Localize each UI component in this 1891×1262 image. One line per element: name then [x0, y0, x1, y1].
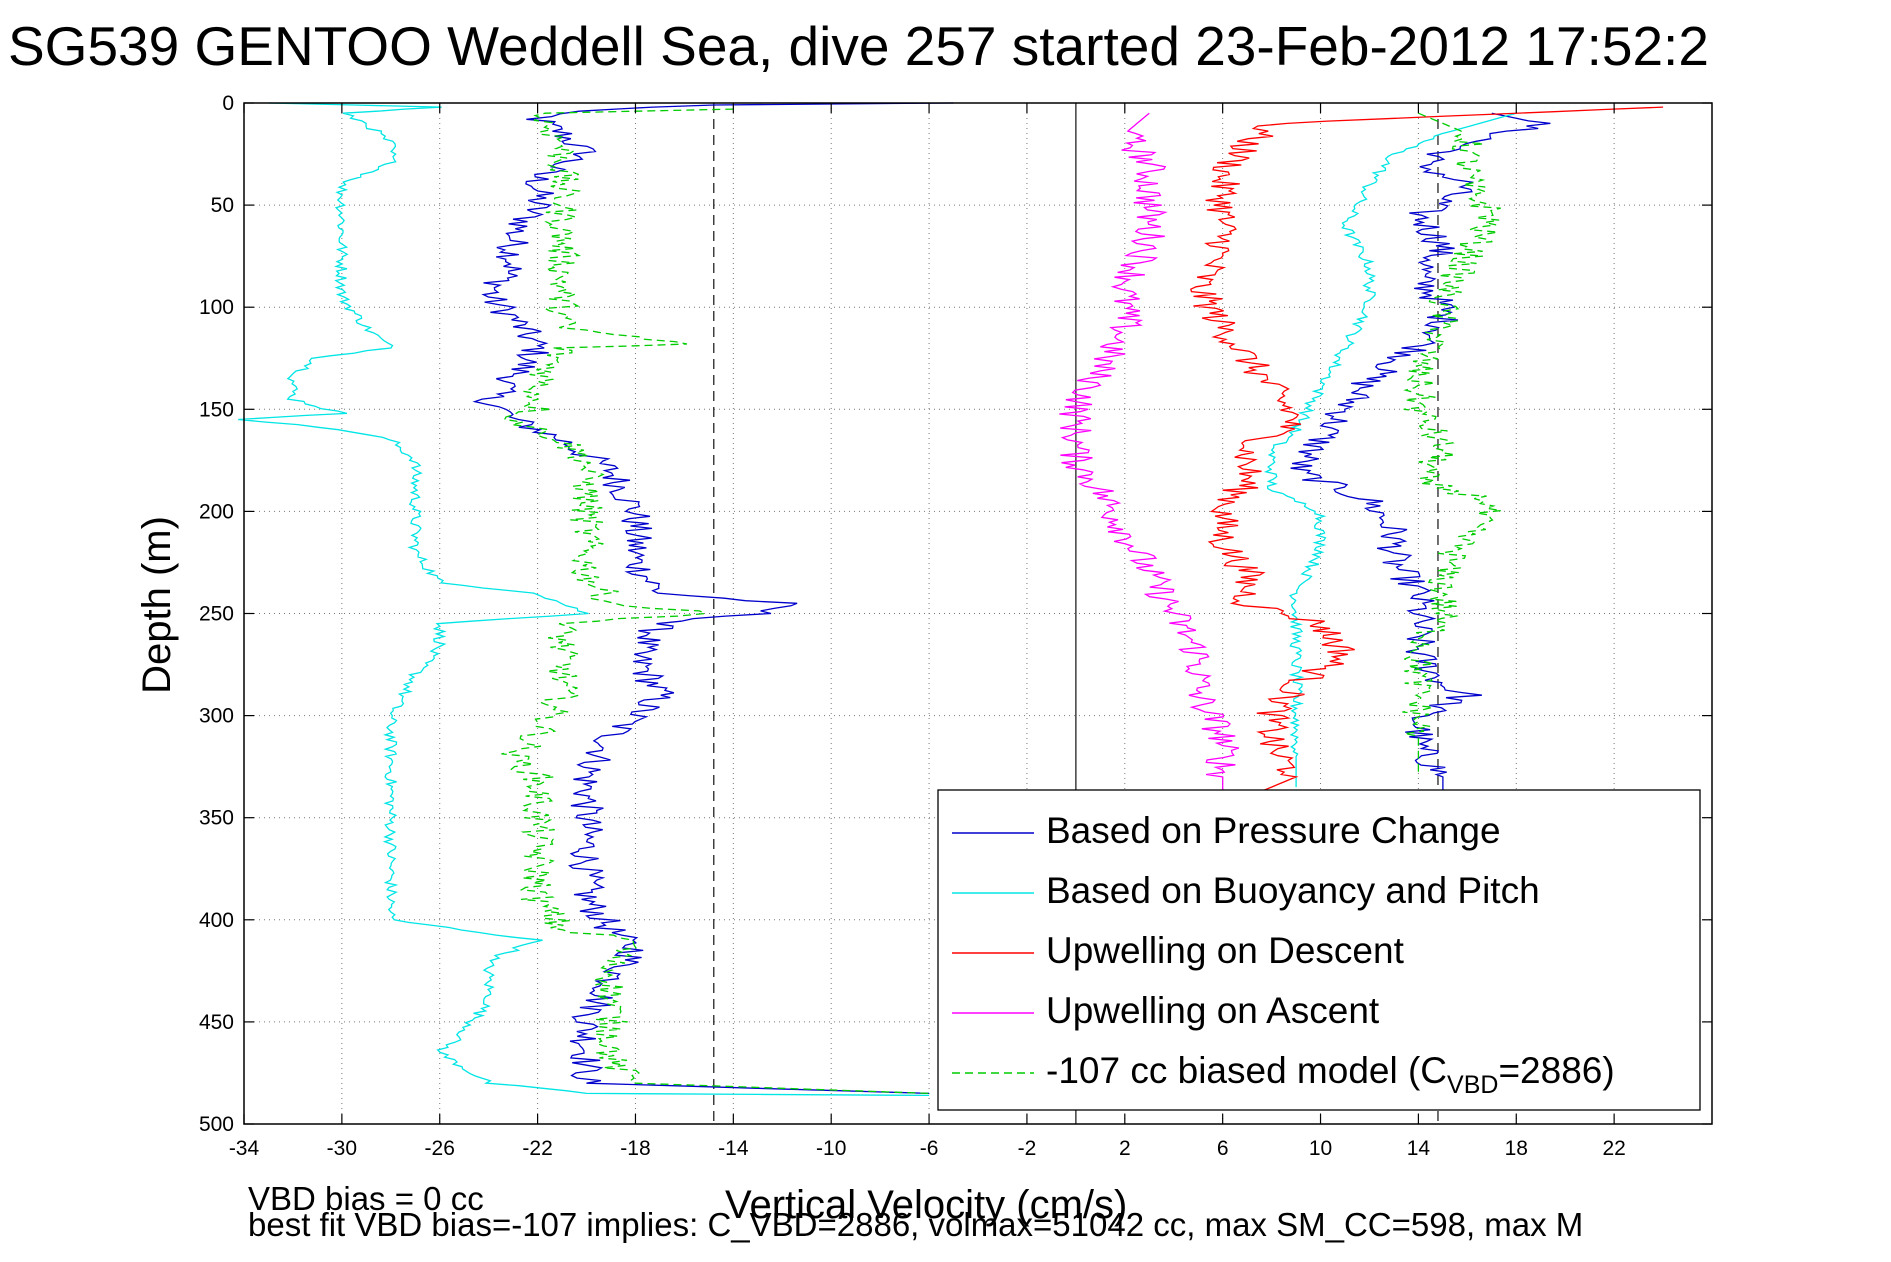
series-line	[238, 102, 930, 1097]
series-line	[1402, 112, 1502, 777]
series-line	[501, 108, 930, 1095]
y-tick-label: 150	[199, 398, 234, 421]
x-tick-label: 10	[1309, 1137, 1332, 1160]
x-tick-label: 6	[1217, 1137, 1229, 1160]
footer-vbd-bias: VBD bias = 0 cc	[248, 1180, 484, 1217]
x-tick-label: -30	[327, 1137, 357, 1160]
legend-label: Upwelling on Ascent	[1046, 990, 1380, 1031]
y-tick-label: 350	[199, 807, 234, 830]
x-tick-label: -26	[425, 1137, 455, 1160]
y-axis-ticks: 0 50 100 150 200 250 300 350 400 450 500	[199, 92, 1712, 1136]
x-tick-label: -6	[920, 1137, 939, 1160]
legend-label: -107 cc biased model (CVBD=2886)	[1046, 1050, 1615, 1099]
y-tick-label: 500	[199, 1113, 234, 1136]
y-tick-label: 400	[199, 909, 234, 932]
legend-label: Based on Pressure Change	[1046, 810, 1501, 851]
legend: Based on Pressure Change Based on Buoyanc…	[937, 789, 1701, 1111]
y-tick-label: 300	[199, 705, 234, 728]
x-tick-label: -10	[816, 1137, 846, 1160]
x-tick-label: -34	[229, 1137, 260, 1160]
x-tick-label: -2	[1018, 1137, 1037, 1160]
x-tick-label: 14	[1407, 1137, 1431, 1160]
y-tick-label: 0	[222, 92, 234, 115]
y-tick-label: 100	[199, 296, 234, 319]
series-line	[1290, 112, 1551, 798]
chart-title: SG539 GENTOO Weddell Sea, dive 257 start…	[8, 15, 1709, 77]
y-tick-label: 200	[199, 500, 234, 523]
legend-label: Upwelling on Descent	[1046, 930, 1405, 971]
x-tick-label: -14	[718, 1137, 749, 1160]
y-axis-label: Depth (m)	[135, 516, 179, 694]
x-axis-ticks: -34 -30 -26 -22 -18 -14 -10 -6 -2 2 6 10 14 18 22	[229, 103, 1626, 1160]
x-tick-label: -22	[522, 1137, 552, 1160]
legend-box	[937, 789, 1701, 1111]
y-tick-label: 450	[199, 1011, 234, 1034]
x-axis-label: Vertical Velocity (cm/s)	[725, 1183, 1127, 1227]
series-line	[1059, 112, 1240, 798]
series-line	[472, 102, 954, 1095]
legend-label: Based on Buoyancy and Pitch	[1046, 870, 1540, 911]
x-tick-label: 18	[1505, 1137, 1528, 1160]
x-tick-label: 22	[1602, 1137, 1625, 1160]
series-line	[1190, 106, 1664, 798]
x-tick-label: -18	[620, 1137, 650, 1160]
series-line	[1263, 112, 1517, 788]
y-tick-label: 50	[211, 194, 234, 217]
x-tick-label: 2	[1119, 1137, 1131, 1160]
plot-series	[238, 102, 1664, 1097]
footer-best-fit: best fit VBD bias=-107 implies: C_VBD=28…	[248, 1206, 1583, 1243]
y-tick-label: 250	[199, 603, 234, 626]
